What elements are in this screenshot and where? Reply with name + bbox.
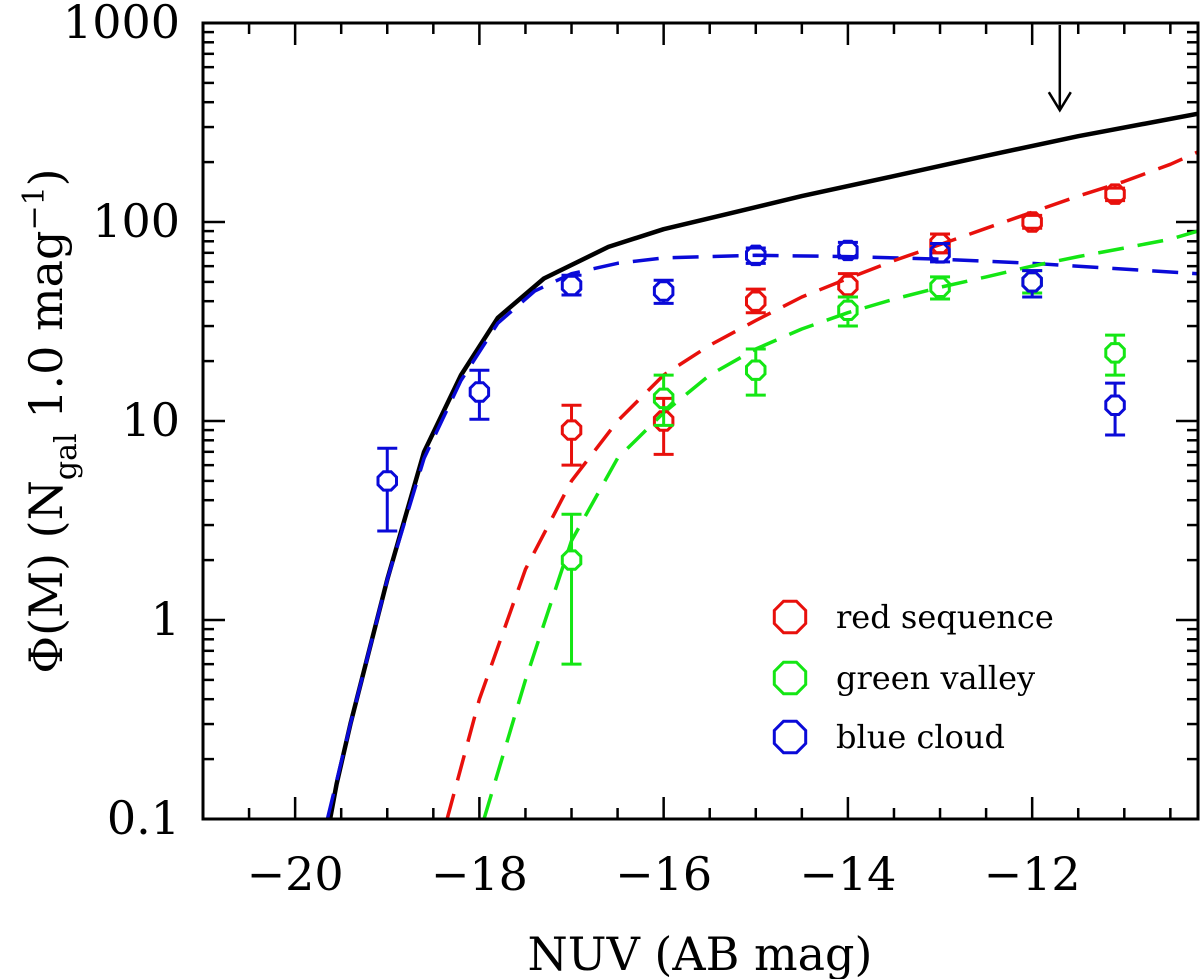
data-points <box>376 183 1126 666</box>
curve-green-valley-fit <box>482 229 1198 819</box>
y-tick-label: 100 <box>92 194 180 248</box>
data-point <box>652 280 675 302</box>
data-point <box>560 419 583 441</box>
axis-ticks <box>201 21 1198 821</box>
legend-item-blue-cloud: blue cloud <box>772 718 1005 756</box>
data-point <box>929 276 951 298</box>
data-point <box>1021 271 1043 293</box>
x-tick-label: −18 <box>431 847 528 901</box>
x-axis-title: NUV (AB mag) <box>528 927 873 979</box>
data-point <box>560 549 583 571</box>
data-point <box>652 387 675 410</box>
legend: red sequence green valley blue cloud <box>772 598 1054 756</box>
data-point <box>929 232 951 255</box>
data-point <box>837 274 859 297</box>
data-point <box>1104 342 1126 364</box>
legend-marker-red-sequence <box>772 599 808 635</box>
data-point <box>745 290 767 312</box>
y-tick-label: 1 <box>151 592 180 646</box>
legend-label-red-sequence: red sequence <box>836 598 1054 636</box>
y-tick-label: 10 <box>121 393 180 447</box>
fit-curves <box>325 111 1198 819</box>
data-point <box>1021 211 1043 233</box>
legend-marker-blue-cloud <box>772 719 808 755</box>
data-point <box>837 239 859 262</box>
x-tick-label: −20 <box>247 847 344 901</box>
legend-label-green-valley: green valley <box>836 659 1035 697</box>
legend-item-green-valley: green valley <box>772 659 1035 697</box>
data-point <box>560 274 583 297</box>
data-point <box>376 470 398 492</box>
data-point <box>468 381 491 403</box>
curve-blue-cloud-fit <box>325 253 1198 819</box>
curve-red-sequence-fit <box>445 150 1198 819</box>
legend-item-red-sequence: red sequence <box>772 598 1054 636</box>
x-tick-label: −14 <box>799 847 896 901</box>
y-tick-label: 0.1 <box>107 791 180 845</box>
data-point <box>1104 394 1126 416</box>
curve-total <box>327 111 1198 819</box>
arrow-head <box>1047 91 1072 113</box>
annotations <box>1047 25 1072 113</box>
series-blue-cloud <box>376 239 1126 533</box>
y-axis-title: Φ(M) (Ngal 1.0 mag−1) <box>17 168 84 673</box>
x-tick-label: −16 <box>615 847 712 901</box>
data-point <box>652 410 675 432</box>
data-point <box>929 242 951 264</box>
y-tick-label: 1000 <box>63 0 180 49</box>
data-point <box>745 359 767 381</box>
data-point <box>1104 183 1126 205</box>
legend-label-blue-cloud: blue cloud <box>836 718 1005 756</box>
plot-frame <box>201 21 1200 821</box>
x-tick-label: −12 <box>984 847 1081 901</box>
data-point <box>837 299 859 321</box>
series-red-sequence <box>560 183 1126 467</box>
data-point <box>745 244 767 267</box>
tick-labels: −20 −18 −16 −14 −12 0.1 1 10 100 1000 <box>63 0 1081 901</box>
legend-marker-green-valley <box>772 660 808 696</box>
